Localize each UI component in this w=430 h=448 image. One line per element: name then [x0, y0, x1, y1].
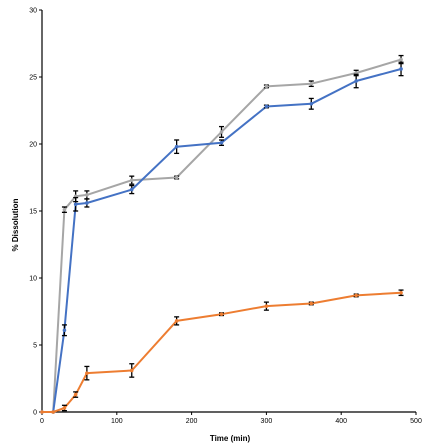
- data-point: [264, 304, 269, 308]
- data-point: [354, 293, 358, 298]
- data-point: [399, 57, 403, 62]
- data-point: [219, 130, 224, 134]
- x-axis-title: Time (min): [210, 434, 251, 443]
- data-point: [309, 81, 314, 86]
- y-tick-label: 25: [29, 75, 37, 82]
- x-tick-label: 100: [111, 418, 123, 425]
- data-point: [399, 67, 403, 71]
- data-point: [73, 392, 78, 397]
- y-axis-title: % Dissolution: [11, 198, 20, 251]
- data-point: [129, 187, 134, 192]
- data-point: [174, 319, 179, 323]
- data-point: [73, 202, 78, 207]
- y-tick-label: 15: [29, 209, 37, 216]
- series-line: [42, 58, 402, 413]
- y-tick-label: 30: [29, 8, 37, 15]
- x-tick-label: 400: [335, 418, 347, 425]
- data-point: [174, 144, 179, 149]
- y-tick-label: 10: [29, 276, 37, 283]
- x-tick-label: 300: [261, 418, 273, 425]
- series-1: [40, 54, 404, 414]
- data-point: [219, 312, 224, 316]
- data-point: [309, 102, 314, 106]
- data-point: [62, 328, 67, 333]
- series-2: [40, 61, 404, 414]
- data-point: [40, 410, 44, 414]
- x-tick-label: 0: [40, 418, 44, 425]
- y-tick-label: 20: [29, 142, 37, 149]
- y-tick-label: 5: [33, 343, 37, 350]
- y-tick-label: 0: [33, 410, 37, 417]
- series-line: [42, 291, 402, 413]
- data-point: [264, 104, 269, 109]
- data-point: [129, 178, 134, 182]
- x-tick-label: 500: [410, 418, 422, 425]
- data-point: [51, 410, 56, 414]
- data-point: [85, 201, 89, 205]
- chart-series: [40, 54, 404, 414]
- data-point: [264, 84, 269, 89]
- data-point: [85, 371, 89, 375]
- data-point: [354, 79, 358, 83]
- data-point: [62, 207, 67, 212]
- data-point: [62, 406, 67, 410]
- data-point: [309, 301, 314, 306]
- data-point: [129, 368, 134, 373]
- data-point: [219, 140, 224, 145]
- data-point: [85, 193, 89, 197]
- series-line: [42, 68, 402, 413]
- series-3: [40, 289, 404, 414]
- data-point: [174, 175, 179, 180]
- x-tick-label: 200: [186, 418, 198, 425]
- data-point: [399, 290, 403, 295]
